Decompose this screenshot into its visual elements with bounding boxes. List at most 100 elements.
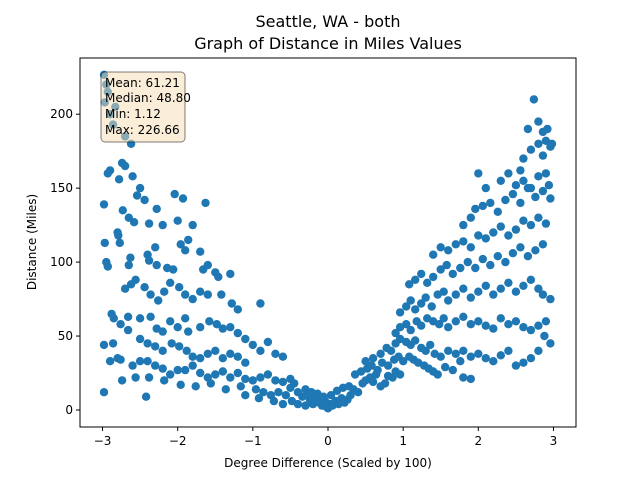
scatter-point <box>526 275 536 284</box>
scatter-point <box>301 401 310 410</box>
scatter-point <box>176 380 185 389</box>
scatter-point <box>526 220 536 230</box>
scatter-point <box>474 349 483 358</box>
x-axis: −3 −2 −1 0 1 2 3 <box>94 427 557 448</box>
scatter-point <box>144 373 154 382</box>
scatter-point <box>526 183 536 193</box>
scatter-point <box>538 127 548 137</box>
scatter-point <box>511 225 521 234</box>
scatter-point <box>218 354 227 363</box>
scatter-point <box>546 194 555 203</box>
scatter-point <box>135 314 145 323</box>
scatter-point <box>124 260 133 270</box>
scatter-point <box>203 260 212 270</box>
scatter-point <box>406 325 415 335</box>
scatter-point <box>188 220 197 230</box>
scatter-point <box>184 327 193 336</box>
scatter-point <box>278 352 288 361</box>
x-tick-label: −1 <box>244 434 262 448</box>
scatter-point <box>546 294 555 304</box>
scatter-point <box>496 351 505 360</box>
scatter-point <box>241 391 250 400</box>
scatter-point <box>504 346 513 355</box>
x-tick-label: −3 <box>94 434 112 448</box>
stats-box: Mean: 61.21 Median: 48.80 Min: 1.12 Max:… <box>100 71 191 143</box>
y-tick-label: 50 <box>58 329 73 343</box>
scatter-point <box>519 216 528 225</box>
scatter-point <box>459 312 468 321</box>
y-tick-label: 200 <box>50 107 73 121</box>
scatter-point <box>151 342 160 351</box>
scatter-point <box>103 169 113 178</box>
scatter-point <box>471 263 480 273</box>
scatter-point <box>466 293 475 302</box>
scatter-point <box>534 284 543 293</box>
scatter-point <box>353 388 363 397</box>
scatter-point <box>436 243 445 252</box>
scatter-point <box>175 283 184 292</box>
scatter-point <box>516 243 525 252</box>
scatter-point <box>534 172 543 181</box>
scatter-point <box>129 218 139 227</box>
scatter-point <box>211 346 220 355</box>
scatter-point <box>429 250 438 259</box>
scatter-point <box>478 254 487 264</box>
scatter-point <box>463 257 472 267</box>
scatter-point <box>256 373 265 382</box>
scatter-point <box>227 299 236 308</box>
scatter-point <box>166 278 175 287</box>
scatter-point <box>154 296 163 305</box>
scatter-point <box>511 361 521 370</box>
chart-title-line1: Seattle, WA - both <box>255 12 400 31</box>
scatter-point <box>444 296 453 305</box>
scatter-point <box>181 365 190 375</box>
scatter-point <box>105 357 115 366</box>
scatter-point <box>361 357 370 366</box>
stats-max: Max: 226.66 <box>105 123 180 137</box>
scatter-point <box>456 357 465 366</box>
chart-title-line2: Graph of Distance in Miles Values <box>194 34 462 53</box>
scatter-point <box>173 323 182 332</box>
scatter-point <box>426 340 435 350</box>
scatter-point <box>546 339 555 348</box>
scatter-point <box>376 349 385 358</box>
scatter-point <box>281 391 291 400</box>
scatter-point <box>436 352 445 361</box>
scatter-point <box>439 314 448 323</box>
stats-min: Min: 1.12 <box>105 107 161 121</box>
scatter-point <box>538 186 548 196</box>
scatter-point <box>248 376 257 385</box>
scatter-point <box>100 238 110 248</box>
scatter-point <box>274 388 283 397</box>
scatter-point <box>206 379 215 388</box>
scatter-point <box>169 265 178 274</box>
scatter-point <box>399 357 408 366</box>
y-tick-label: 0 <box>65 403 73 417</box>
scatter-point <box>135 357 145 366</box>
scatter-point <box>459 373 468 382</box>
scatter-point <box>233 305 242 314</box>
scatter-point <box>99 340 109 350</box>
scatter-point <box>211 370 220 379</box>
scatter-point <box>256 346 265 355</box>
scatter-point <box>501 257 510 267</box>
scatter-point <box>217 290 226 299</box>
scatter-point <box>534 321 543 330</box>
scatter-point <box>466 213 475 222</box>
scatter-point <box>534 213 543 222</box>
scatter-point <box>402 302 411 311</box>
scatter-point <box>516 166 525 175</box>
scatter-point <box>538 290 548 299</box>
scatter-point <box>451 349 460 358</box>
scatter-point <box>481 321 490 330</box>
scatter-point <box>531 192 540 202</box>
scatter-point <box>326 391 336 400</box>
scatter-point <box>226 269 235 279</box>
stats-mean: Mean: 61.21 <box>105 76 180 90</box>
scatter-point <box>254 394 264 403</box>
x-tick-label: −2 <box>169 434 187 448</box>
scatter-point <box>405 280 414 289</box>
scatter-point <box>173 365 182 375</box>
scatter-point <box>504 278 513 287</box>
